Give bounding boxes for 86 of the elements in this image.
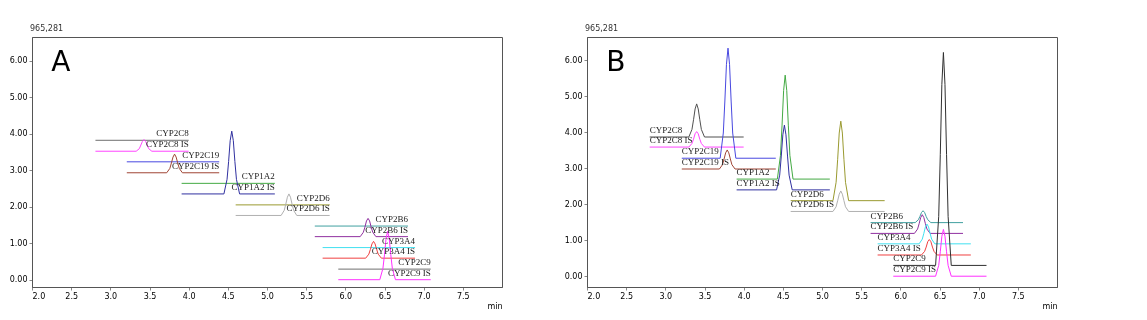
x-tick-label: 4.5 <box>776 291 790 301</box>
series-label: CYP1A2 <box>241 171 275 182</box>
x-tick-label: 2.0 <box>32 291 46 301</box>
x-tick-label: 3.0 <box>104 291 118 301</box>
series-label: CYP2D6 <box>296 192 331 203</box>
line-series <box>94 139 190 152</box>
line-series <box>790 190 886 212</box>
series-label: CYP2D6 IS <box>286 203 330 214</box>
line-series <box>314 217 409 238</box>
series-label: CYP3A4 <box>382 235 416 246</box>
x-tick-label: 5.5 <box>855 291 869 301</box>
series-label: CYP2C19 <box>681 146 720 157</box>
y-tick-label: 6.00 <box>9 56 28 66</box>
x-tick-label: 7.5 <box>1011 291 1025 301</box>
line-series <box>235 193 331 216</box>
y-tick-label: 5.00 <box>564 91 583 101</box>
x-tick-label: 2.5 <box>65 291 79 301</box>
chart-title: B <box>606 45 626 78</box>
series-label: CYP3A4 IS <box>877 242 921 253</box>
series-label: CYP2C9 IS <box>893 264 937 275</box>
series-label: CYP2C19 IS <box>681 157 730 168</box>
y-tick-label: 2.00 <box>9 202 28 212</box>
series-label: CYP2C8 <box>156 128 190 139</box>
y-tick-label: 1.00 <box>564 235 583 245</box>
x-tick-label: 3.5 <box>143 291 157 301</box>
line-series <box>649 131 745 148</box>
text: 965,281 <box>585 24 619 33</box>
line-series <box>681 47 777 159</box>
x-tick-label: 7.0 <box>417 291 431 301</box>
series-label: CYP2C9 IS <box>387 267 431 278</box>
text: 965,281 <box>30 24 64 33</box>
x-tick-label: 4.0 <box>182 291 196 301</box>
x-tick-label: 4.5 <box>221 291 235 301</box>
series-label: CYP1A2 <box>736 167 770 178</box>
line-series <box>870 210 964 224</box>
y-tick-label: 3.00 <box>9 165 28 175</box>
y-tick-label: 3.00 <box>564 163 583 173</box>
series-label: CYP1A2 IS <box>231 181 275 192</box>
x-tick-label: 7.0 <box>972 291 986 301</box>
series-label: CYP2D6 <box>790 188 825 199</box>
series-label: CYP2B6 <box>870 210 904 221</box>
x-tick-label: 6.0 <box>339 291 353 301</box>
x-tick-label: 7.5 <box>456 291 470 301</box>
series-label: CYP2B6 <box>375 214 409 225</box>
x-tick-label: 3.5 <box>698 291 712 301</box>
x-tick-label: 5.0 <box>816 291 829 301</box>
line-series <box>877 239 972 256</box>
series-label: CYP2B6 IS <box>365 224 408 235</box>
series-label: CYP2C19 IS <box>171 160 220 171</box>
line-series <box>126 153 220 174</box>
series-label: CYP1A2 IS <box>736 177 780 188</box>
y-tick-label: 0.00 <box>564 271 583 281</box>
series-label: CYP2D6 IS <box>790 199 834 210</box>
line-series <box>790 120 886 202</box>
x-axis-title: min <box>487 301 503 311</box>
y-tick-label: 5.00 <box>9 92 28 102</box>
series-label: CYP3A4 <box>877 231 912 242</box>
x-tick-label: 6.0 <box>894 291 908 301</box>
x-axis-title: min <box>1042 301 1058 311</box>
y-tick-label: 0.00 <box>9 275 28 285</box>
y-tick-label: 2.00 <box>564 199 583 209</box>
chart-title: A <box>51 45 71 78</box>
line-series <box>736 74 831 180</box>
series-label: CYP2C8 <box>649 125 683 135</box>
series-label: CYP2C9 <box>893 253 927 264</box>
series-label: CYP2B6 IS <box>870 221 914 232</box>
y-tick-label: 4.00 <box>9 129 28 139</box>
line-series <box>736 124 831 191</box>
x-tick-label: 4.0 <box>737 291 751 301</box>
line-series <box>870 214 964 234</box>
x-tick-label: 5.5 <box>300 291 314 301</box>
y-tick-label: 4.00 <box>564 127 583 137</box>
y-tick-label: 6.00 <box>564 55 583 65</box>
series-label: CYP2C9 <box>398 257 432 268</box>
x-tick-label: 6.5 <box>378 291 392 301</box>
x-tick-label: 3.0 <box>659 291 673 301</box>
x-tick-label: 6.5 <box>933 291 947 301</box>
series-label: CYP2C19 <box>182 149 220 160</box>
series-label: CYP2C8 IS <box>649 135 693 146</box>
line-series <box>649 103 745 138</box>
x-tick-label: 5.0 <box>261 291 274 301</box>
x-tick-label: 2.0 <box>587 291 601 301</box>
x-tick-label: 2.5 <box>620 291 634 301</box>
y-tick-label: 1.00 <box>9 238 28 248</box>
line-series <box>681 149 777 170</box>
series-label: CYP2C8 IS <box>145 139 189 150</box>
